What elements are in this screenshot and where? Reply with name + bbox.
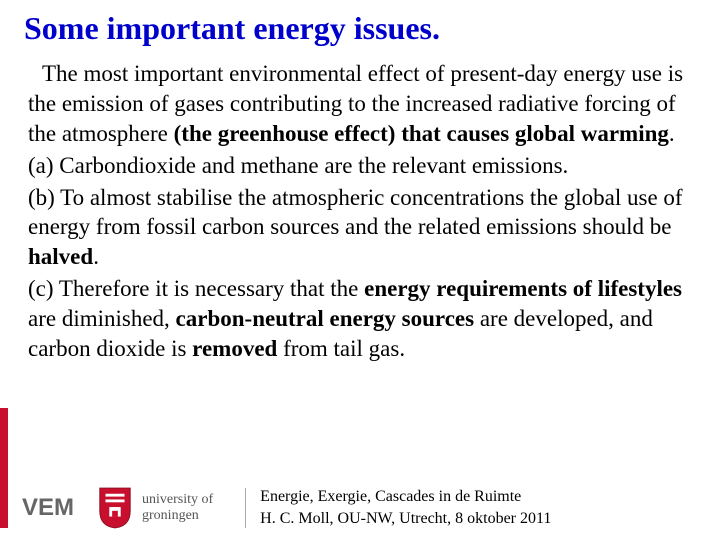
footer: VEM university of groningen Energie, Exe… [0, 486, 720, 530]
ref-line2: H. C. Moll, OU-NW, Utrecht, 8 oktober 20… [260, 508, 551, 530]
p3-bold: halved [28, 244, 93, 269]
paragraph-b: (b) To almost stabilise the atmospheric … [28, 183, 700, 273]
footer-divider [245, 488, 246, 528]
p1-end: . [669, 121, 675, 146]
uni-line2: groningen [142, 508, 213, 524]
p3-end: . [93, 244, 99, 269]
footer-references: Energie, Exergie, Cascades in de Ruimte … [260, 486, 551, 529]
p4-bold1: energy requirements of lifestyles [364, 276, 682, 301]
slide-body: The most important environmental effect … [20, 59, 700, 364]
p1-bold: (the greenhouse effect) that causes glob… [174, 121, 669, 146]
p4-bold2: carbon-neutral energy sources [176, 306, 475, 331]
paragraph-a: (a) Carbondioxide and methane are the re… [28, 151, 700, 181]
slide-title: Some important energy issues. [20, 10, 700, 47]
university-name: university of groningen [142, 492, 213, 524]
paragraph-intro: The most important environmental effect … [28, 59, 700, 149]
paragraph-c: (c) Therefore it is necessary that the e… [28, 274, 700, 364]
university-logo: university of groningen [96, 486, 213, 530]
vem-label: VEM [22, 494, 74, 522]
p4-bold3: removed [192, 336, 277, 361]
p4-text1: (c) Therefore it is necessary that the [28, 276, 364, 301]
uni-line1: university of [142, 492, 213, 508]
p4-mid1: are diminished, [28, 306, 176, 331]
p4-end: from tail gas. [277, 336, 405, 361]
p3-text: (b) To almost stabilise the atmospheric … [28, 185, 683, 240]
crest-icon [96, 486, 134, 530]
ref-line1: Energie, Exergie, Cascades in de Ruimte [260, 486, 551, 508]
